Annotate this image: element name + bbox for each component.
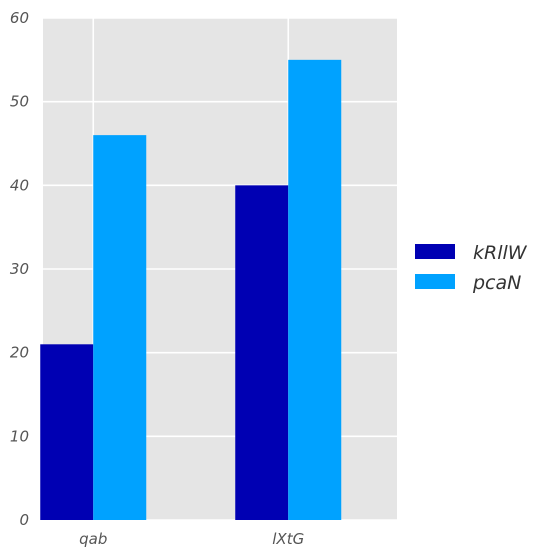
legend-swatch-kRllW — [415, 244, 455, 259]
legend-label-kRllW: kRllW — [473, 242, 528, 264]
y-tick-label: 10 — [10, 427, 29, 445]
y-tick-label: 20 — [10, 344, 29, 362]
legend-swatch-pcaN — [415, 274, 455, 289]
bar-pcaN-lXtG — [288, 59, 342, 520]
x-tick-label: lXtG — [272, 530, 304, 548]
bar-kRllW-lXtG — [235, 185, 289, 521]
y-axis-ticks: 0 10 20 30 40 50 60 — [10, 9, 29, 529]
x-axis-ticks: qab lXtG — [79, 530, 304, 548]
bars — [40, 59, 342, 521]
bar-pcaN-qab — [93, 135, 147, 520]
legend-label-pcaN: pcaN — [472, 272, 521, 294]
y-tick-label: 30 — [10, 260, 29, 278]
legend: kRllW pcaN — [415, 242, 528, 294]
y-tick-label: 50 — [10, 93, 29, 111]
y-tick-label: 0 — [19, 511, 29, 529]
bar-kRllW-qab — [40, 344, 94, 520]
y-tick-label: 60 — [10, 9, 29, 27]
x-tick-label: qab — [79, 530, 107, 548]
y-tick-label: 40 — [10, 176, 29, 194]
